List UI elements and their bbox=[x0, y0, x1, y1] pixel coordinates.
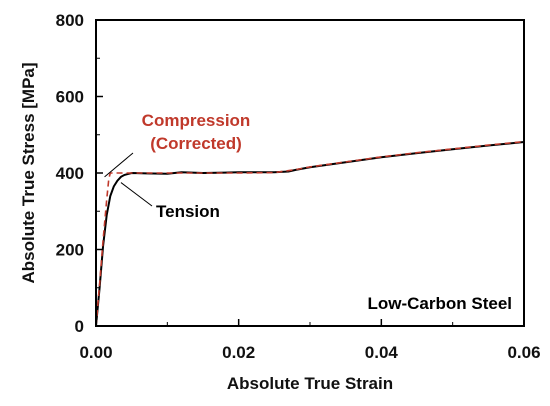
y-tick-label: 0 bbox=[75, 317, 84, 336]
compression-annotation-line2: (Corrected) bbox=[150, 134, 242, 153]
material-label: Low-Carbon Steel bbox=[367, 294, 512, 313]
y-tick-label: 800 bbox=[56, 11, 84, 30]
y-axis-title: Absolute True Stress [MPa] bbox=[19, 62, 38, 283]
x-tick-label: 0.04 bbox=[365, 343, 399, 362]
x-tick-labels: 0.00 0.02 0.04 0.06 bbox=[79, 343, 540, 362]
tension-pointer-line bbox=[120, 182, 153, 207]
compression-pointer-line bbox=[104, 152, 134, 178]
x-axis-title: Absolute True Strain bbox=[227, 374, 393, 393]
tension-annotation: Tension bbox=[156, 202, 220, 221]
series-layer bbox=[95, 140, 525, 327]
x-tick-label: 0.00 bbox=[79, 343, 112, 362]
compression-series-line bbox=[95, 140, 525, 327]
x-tick-label: 0.06 bbox=[507, 343, 540, 362]
plot-frame bbox=[95, 19, 525, 327]
y-tick-label: 600 bbox=[56, 88, 84, 107]
y-tick-label: 200 bbox=[56, 241, 84, 260]
y-tick-label: 400 bbox=[56, 164, 84, 183]
x-tick-label: 0.02 bbox=[222, 343, 255, 362]
compression-annotation-line1: Compression bbox=[142, 111, 251, 130]
y-tick-labels: 0 200 400 600 800 bbox=[56, 11, 84, 336]
x-axis-ticks bbox=[95, 319, 525, 326]
